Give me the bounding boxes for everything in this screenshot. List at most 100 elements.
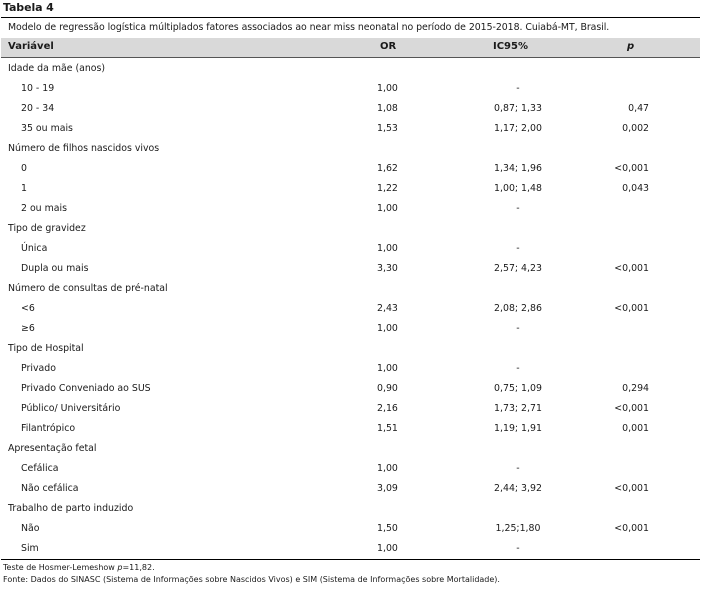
row-label: Única: [21, 243, 48, 254]
row-label: Não: [21, 523, 40, 534]
ci-value: 1,00; 1,48: [494, 183, 542, 194]
table-row: Não cefálica 3,09 2,44; 3,92 <0,001: [1, 478, 700, 498]
or-value: 2,43: [377, 303, 398, 314]
row-label: Tipo de gravidez: [8, 223, 86, 234]
ci-value: -: [516, 363, 520, 374]
p-value: 0,001: [622, 423, 649, 434]
table-row: 35 ou mais 1,53 1,17; 2,00 0,002: [1, 118, 700, 138]
p-value: <0,001: [614, 403, 649, 414]
ci-value: 1,25;1,80: [495, 523, 541, 534]
table-row: <6 2,43 2,08; 2,86 <0,001: [1, 298, 700, 318]
table-group-row: Idade da mãe (anos): [1, 58, 700, 78]
table-label: Tabela 4: [3, 1, 54, 14]
table-row: Público/ Universitário 2,16 1,73; 2,71 <0,0…: [1, 398, 700, 418]
p-value: 0,043: [622, 183, 649, 194]
row-label: 0: [21, 163, 27, 174]
or-value: 1,00: [377, 203, 398, 214]
table-row: Não 1,50 1,25;1,80 <0,001: [1, 518, 700, 538]
ci-value: -: [516, 323, 520, 334]
table-group-row: Apresentação fetal: [1, 438, 700, 458]
ci-value: 1,17; 2,00: [494, 123, 542, 134]
header-variable: Variável: [8, 41, 54, 52]
ci-value: -: [516, 543, 520, 554]
or-value: 1,62: [377, 163, 398, 174]
row-label: Dupla ou mais: [21, 263, 89, 274]
or-value: 1,00: [377, 363, 398, 374]
p-value: 0,47: [628, 103, 649, 114]
table-row: 0 1,62 1,34; 1,96 <0,001: [1, 158, 700, 178]
hosmer-lemeshow-note: Teste de Hosmer-Lemeshow p=11,82.: [3, 563, 155, 572]
table-row: 1 1,22 1,00; 1,48 0,043: [1, 178, 700, 198]
table-row: Privado Conveniado ao SUS 0,90 0,75; 1,09 0…: [1, 378, 700, 398]
p-value: <0,001: [614, 303, 649, 314]
or-value: 1,00: [377, 323, 398, 334]
table-row: Dupla ou mais 3,30 2,57; 4,23 <0,001: [1, 258, 700, 278]
ci-value: 0,75; 1,09: [494, 383, 542, 394]
table-header: Variável OR IC95% p: [1, 38, 700, 58]
table-group-row: Trabalho de parto induzido: [1, 498, 700, 518]
p-value: <0,001: [614, 163, 649, 174]
or-value: 2,16: [377, 403, 398, 414]
or-value: 1,50: [377, 523, 398, 534]
row-label: Privado Conveniado ao SUS: [21, 383, 151, 394]
or-value: 1,00: [377, 83, 398, 94]
hosmer-p-symbol: p: [117, 563, 123, 572]
row-label: 2 ou mais: [21, 203, 67, 214]
or-value: 1,00: [377, 463, 398, 474]
ci-value: 1,19; 1,91: [494, 423, 542, 434]
row-label: Número de consultas de pré-natal: [8, 283, 168, 294]
table-bottom-rule: [1, 559, 700, 560]
ci-value: 2,08; 2,86: [494, 303, 542, 314]
row-label: Idade da mãe (anos): [8, 63, 106, 74]
table-row: 20 - 34 1,08 0,87; 1,33 0,47: [1, 98, 700, 118]
row-label: Trabalho de parto induzido: [8, 503, 134, 514]
table-row: Sim 1,00 -: [1, 538, 700, 558]
row-label: Número de filhos nascidos vivos: [8, 143, 160, 154]
or-value: 3,30: [377, 263, 398, 274]
ci-value: 2,57; 4,23: [494, 263, 542, 274]
table-row: Privado 1,00 -: [1, 358, 700, 378]
table-row: ≥6 1,00 -: [1, 318, 700, 338]
or-value: 1,08: [377, 103, 398, 114]
hosmer-prefix: Teste de Hosmer-Lemeshow: [3, 563, 118, 572]
row-label: Não cefálica: [21, 483, 79, 494]
table-row: 2 ou mais 1,00 -: [1, 198, 700, 218]
header-ci: IC95%: [493, 41, 528, 52]
ci-value: 2,44; 3,92: [494, 483, 542, 494]
source-note: Fonte: Dados do SINASC (Sistema de Infor…: [3, 575, 500, 584]
or-value: 1,00: [377, 543, 398, 554]
ci-value: -: [516, 83, 520, 94]
row-label: Tipo de Hospital: [8, 343, 84, 354]
table-row: Única 1,00 -: [1, 238, 700, 258]
row-label: Privado: [21, 363, 56, 374]
p-value: <0,001: [614, 263, 649, 274]
or-value: 1,22: [377, 183, 398, 194]
row-label: 20 - 34: [21, 103, 55, 114]
p-value: <0,001: [614, 483, 649, 494]
ci-value: 0,87; 1,33: [494, 103, 542, 114]
ci-value: 1,34; 1,96: [494, 163, 542, 174]
p-value: <0,001: [614, 523, 649, 534]
row-label: 35 ou mais: [21, 123, 73, 134]
or-value: 1,00: [377, 243, 398, 254]
table-group-row: Número de filhos nascidos vivos: [1, 138, 700, 158]
row-label: Público/ Universitário: [21, 403, 121, 414]
or-value: 3,09: [377, 483, 398, 494]
header-p: p: [627, 41, 635, 52]
row-label: <6: [21, 303, 35, 314]
row-label: Filantrópico: [21, 423, 76, 434]
table-row: 10 - 19 1,00 -: [1, 78, 700, 98]
ci-value: -: [516, 203, 520, 214]
table-group-row: Número de consultas de pré-natal: [1, 278, 700, 298]
caption-box: Modelo de regressão logística múltiplado…: [1, 17, 700, 39]
table-row: Cefálica 1,00 -: [1, 458, 700, 478]
row-label: Cefálica: [21, 463, 59, 474]
table-group-row: Tipo de Hospital: [1, 338, 700, 358]
row-label: 10 - 19: [21, 83, 55, 94]
ci-value: -: [516, 463, 520, 474]
or-value: 0,90: [377, 383, 398, 394]
row-label: 1: [21, 183, 27, 194]
row-label: Sim: [21, 543, 39, 554]
hosmer-value: =11,82.: [122, 563, 155, 572]
